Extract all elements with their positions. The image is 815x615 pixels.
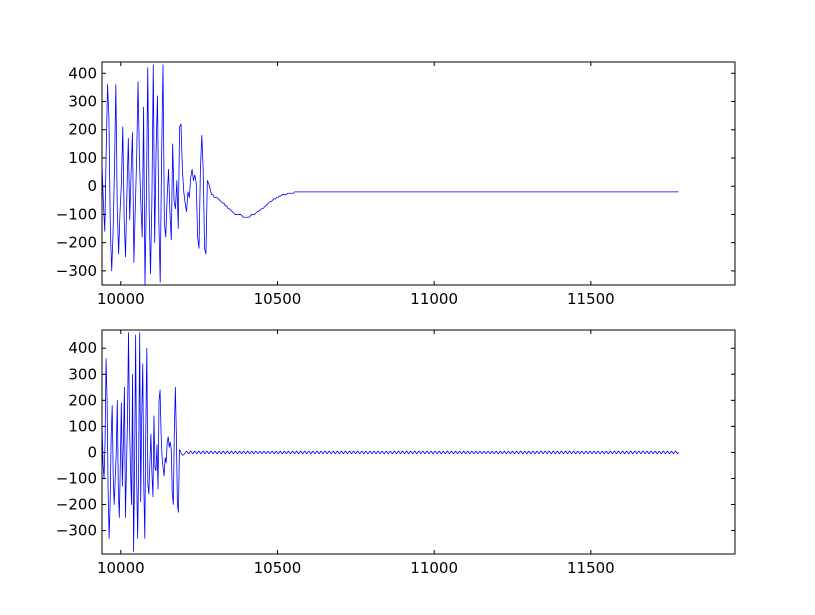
y-tick-label: −300 — [56, 522, 97, 540]
x-tick-label: 10500 — [254, 559, 302, 577]
y-tick-label: −100 — [56, 469, 97, 487]
x-tick-label: 10000 — [97, 559, 145, 577]
top-axes: 10000 10500 11000 11500 400 300 200 100 0 −100 −20… — [56, 61, 736, 308]
y-tick-label: −200 — [56, 234, 97, 252]
y-tick-label: 200 — [68, 391, 97, 409]
x-tick-label: 11500 — [567, 290, 615, 308]
x-tick-label: 10500 — [254, 290, 302, 308]
y-tick-label: 400 — [68, 339, 97, 357]
bottom-axes: 10000 10500 11000 11500 400 300 200 100 0 −100 −20… — [56, 329, 736, 577]
x-tick-label: 10000 — [97, 290, 145, 308]
y-tick-label: 300 — [68, 365, 97, 383]
y-tick-label: 400 — [68, 64, 97, 82]
y-tick-label: 100 — [68, 149, 97, 167]
plot-area-frame — [101, 61, 736, 286]
x-tick-label: 11500 — [567, 559, 615, 577]
y-tick-label: −100 — [56, 205, 97, 223]
y-tick-label: 0 — [87, 177, 97, 195]
y-tick-label: 200 — [68, 121, 97, 139]
y-tick-label: −200 — [56, 496, 97, 514]
y-tick-label: −300 — [56, 262, 97, 280]
x-tick-label: 11000 — [410, 559, 458, 577]
plot-area-frame — [101, 329, 736, 555]
y-tick-label: 0 — [87, 443, 97, 461]
y-tick-label: 100 — [68, 417, 97, 435]
series-line — [102, 64, 679, 285]
series-line — [102, 332, 679, 552]
y-tick-label: 300 — [68, 93, 97, 111]
x-tick-label: 11000 — [410, 290, 458, 308]
